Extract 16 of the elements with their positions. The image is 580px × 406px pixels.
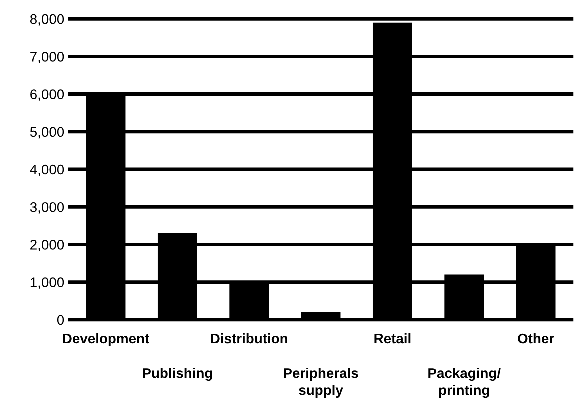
- y-tick-label: 7,000: [30, 52, 64, 64]
- x-tick-label: Retail: [374, 333, 411, 344]
- x-tick-label: Peripherals supply: [284, 368, 358, 398]
- y-tick-label: 4,000: [30, 164, 64, 176]
- y-tick-label: 2,000: [30, 240, 64, 252]
- y-tick-label: 1,000: [30, 278, 64, 290]
- x-tick-label: Distribution: [211, 333, 288, 344]
- y-tick-label: 5,000: [30, 127, 64, 139]
- x-tick-label: Packaging/ printing: [428, 368, 501, 398]
- x-tick-label: Development: [63, 333, 150, 346]
- y-tick-label: 3,000: [30, 202, 64, 214]
- x-tick-label: Other: [518, 333, 554, 344]
- y-tick-label: 8,000: [30, 14, 64, 26]
- y-tick-label: 0: [57, 315, 64, 326]
- y-tick-label: 6,000: [30, 90, 64, 102]
- x-tick-label: Publishing: [143, 368, 212, 382]
